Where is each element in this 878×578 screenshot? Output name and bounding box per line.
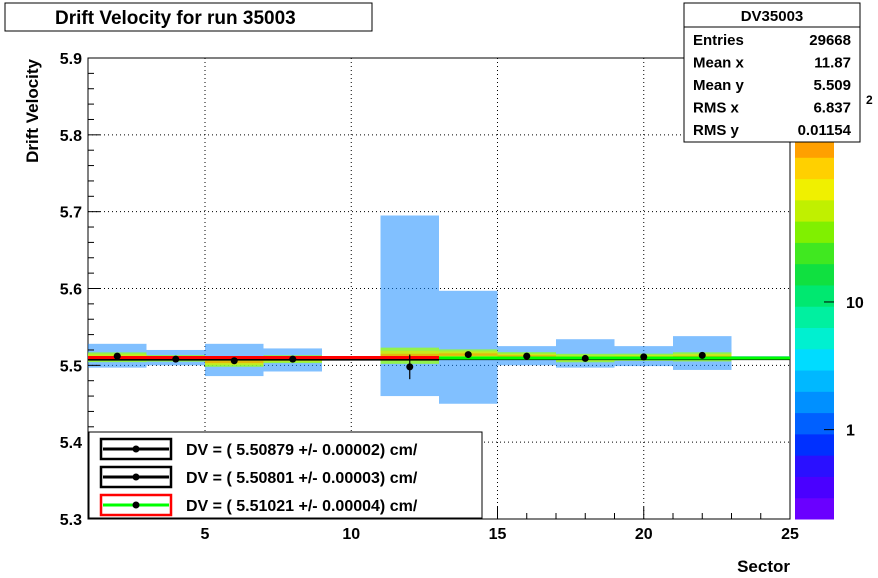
data-points [113, 351, 706, 380]
palette-swatch [795, 306, 834, 328]
data-point [581, 354, 589, 362]
palette-swatch [795, 327, 834, 350]
palette-swatch [795, 412, 834, 435]
palette-swatch [795, 157, 834, 180]
legend-box-marker [99, 493, 173, 517]
y-tick-label: 5.7 [60, 205, 82, 222]
stats-value: 29668 [809, 32, 851, 49]
stats-label: RMS x [693, 100, 740, 117]
legend: DV = ( 5.50879 +/- 0.00002) cm/DV = ( 5.… [99, 437, 418, 517]
y-tick-label: 5.9 [60, 51, 82, 68]
palette-swatch [795, 242, 834, 265]
palette-swatch [795, 178, 834, 201]
stats-label: Mean x [693, 55, 745, 72]
data-point [406, 363, 414, 371]
data-point [464, 351, 472, 359]
palette-swatch [795, 370, 834, 392]
x-axis-label: Sector [737, 557, 790, 576]
palette-swatch [795, 221, 834, 243]
y-tick-label: 5.5 [60, 358, 82, 375]
x-tick-label: 10 [342, 526, 360, 543]
x-axis-ticks: 5 10 15 20 25 [116, 507, 799, 543]
chart-title: Drift Velocity for run 35003 [55, 8, 296, 29]
palette-swatch [795, 391, 834, 414]
data-point [698, 351, 706, 359]
palette-swatch [795, 348, 834, 371]
palette-tick-label: 1 [846, 423, 855, 440]
stats-label: Mean y [693, 77, 745, 94]
data-point [289, 355, 297, 363]
y-tick-label: 5.3 [60, 512, 82, 529]
palette-swatch [795, 263, 834, 286]
legend-point [132, 473, 140, 481]
y-tick-label: 5.6 [60, 282, 82, 299]
stats-value: 5.509 [813, 77, 851, 94]
y-tick-label: 5.8 [60, 128, 82, 145]
palette-swatch [795, 284, 834, 307]
data-point [523, 352, 531, 360]
stats-value: 11.87 [814, 55, 851, 72]
data-point [230, 357, 238, 365]
palette-tick-label: 10 [846, 295, 864, 312]
stats-label: RMS y [693, 122, 740, 139]
palette-swatch [795, 199, 834, 222]
x-tick-label: 5 [201, 526, 210, 543]
y-axis-label: Drift Velocity [23, 58, 42, 162]
title-box [4, 2, 373, 32]
palette-swatch [795, 476, 834, 499]
stats-box [683, 2, 861, 143]
legend-label: DV = ( 5.51021 +/- 0.00004) cm/ [186, 498, 418, 515]
x-tick-label: 20 [635, 526, 653, 543]
legend-point [132, 445, 140, 453]
palette-swatch [795, 433, 834, 456]
legend-label: DV = ( 5.50801 +/- 0.00003) cm/ [186, 470, 418, 487]
stats-rows: Entries 29668 Mean x 11.87 Mean y 5.509 RMS x 6… [693, 32, 852, 139]
data-point [640, 353, 648, 361]
data-point [172, 355, 180, 363]
legend-label: DV = ( 5.50879 +/- 0.00002) cm/ [186, 442, 418, 459]
legend-box-marker [99, 465, 173, 489]
heatmap-cell [439, 290, 498, 404]
fit-lines [88, 355, 790, 361]
data-point [113, 352, 121, 360]
heatmap-cell [556, 339, 615, 368]
legend-box-marker [99, 437, 173, 461]
stats-value: 0.01154 [798, 122, 852, 139]
x-tick-label: 25 [781, 526, 799, 543]
palette-exponent: 2 [866, 93, 873, 107]
palette-swatch [795, 497, 834, 520]
palette-ticks: 1 10 [824, 295, 864, 440]
stats-label: Entries [693, 32, 744, 49]
stats-name: DV35003 [741, 8, 804, 25]
stats-value: 6.837 [813, 100, 851, 117]
y-tick-label: 5.4 [60, 435, 82, 452]
palette-swatch [795, 455, 834, 477]
color-palette [795, 136, 834, 520]
x-tick-label: 15 [489, 526, 507, 543]
legend-point [132, 501, 140, 509]
